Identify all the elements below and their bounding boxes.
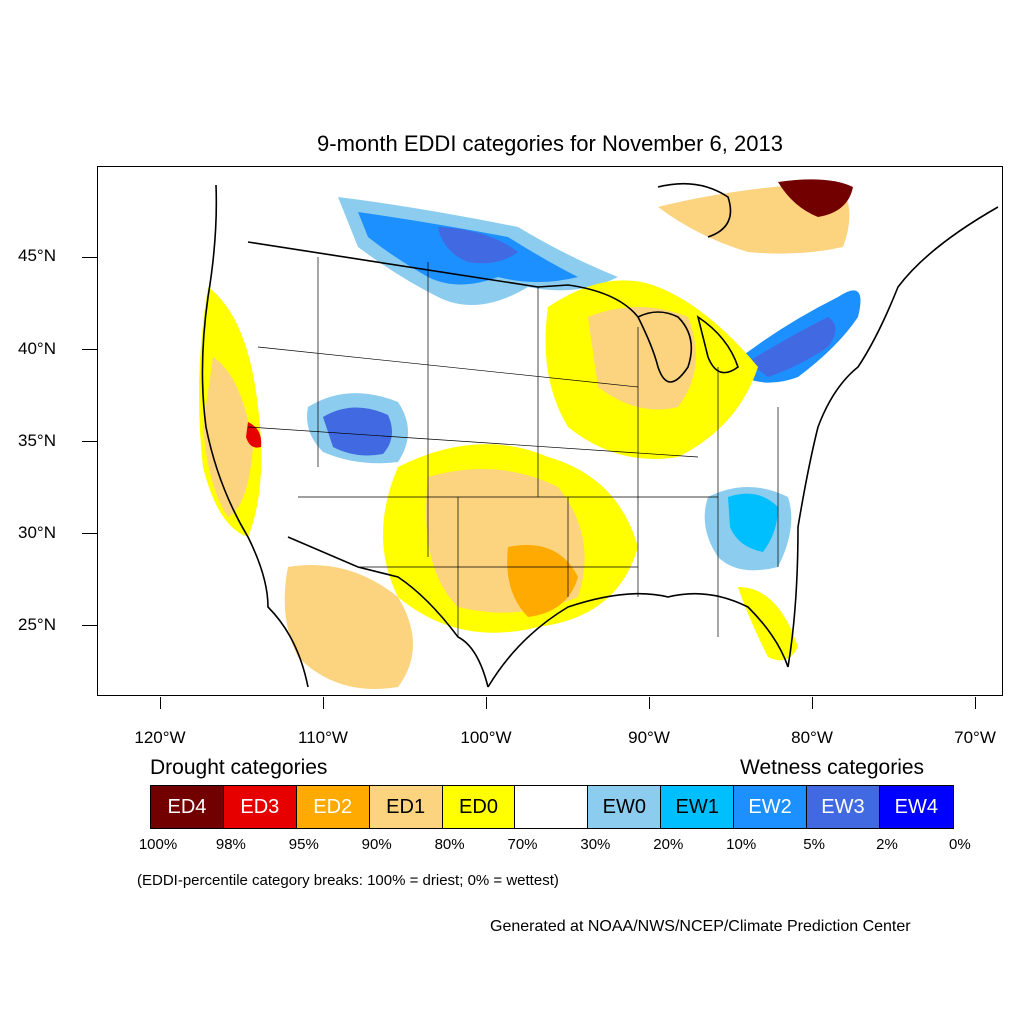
percentile-label: 80% — [434, 836, 465, 853]
lat-tick — [82, 349, 97, 350]
lat-tick — [82, 441, 97, 442]
drought-region-california — [203, 357, 253, 517]
credit-text: Generated at NOAA/NWS/NCEP/Climate Predi… — [490, 918, 911, 935]
legend-box-ed1: ED1 — [369, 786, 443, 828]
percentile-label: 0% — [949, 836, 971, 853]
lat-label-45: 45°N — [18, 246, 56, 265]
lon-label-90: 90°W — [628, 728, 670, 747]
drought-region-mexico — [284, 565, 413, 689]
lat-label-35: 35°N — [18, 431, 56, 450]
map-title: 9-month EDDI categories for November 6, … — [317, 131, 783, 156]
lon-tick — [649, 697, 650, 709]
lat-tick — [82, 257, 97, 258]
legend-box-ew3: EW3 — [807, 786, 880, 828]
lat-label-30: 30°N — [18, 523, 56, 542]
hudson-bay-edge — [657, 182, 732, 238]
state-borders — [247, 257, 779, 637]
canada-us-border — [247, 241, 639, 318]
drought-categories-heading: Drought categories — [150, 756, 328, 779]
east-coastline — [787, 206, 999, 668]
legend-box-ew4: EW4 — [879, 786, 953, 828]
legend-box-ew2: EW2 — [734, 786, 808, 828]
lon-label-80: 80°W — [791, 728, 833, 747]
lon-label-100: 100°W — [460, 728, 512, 747]
lon-tick — [486, 697, 487, 709]
lon-tick — [323, 697, 324, 709]
percentile-label: 30% — [580, 836, 611, 853]
percentile-label: 70% — [507, 836, 538, 853]
wetness-categories-heading: Wetness categories — [740, 756, 925, 779]
legend-box-ed4: ED4 — [151, 786, 224, 828]
lat-label-40: 40°N — [18, 339, 56, 358]
drought-region-texas-core — [507, 545, 578, 617]
category-note: (EDDI-percentile category breaks: 100% =… — [137, 872, 559, 889]
wet-region-southeast-core — [728, 493, 778, 552]
wet-region-northeast-core — [748, 317, 836, 377]
gulf-coastline — [487, 592, 789, 688]
percentile-label: 2% — [876, 836, 898, 853]
wet-region-north-dakota — [438, 227, 518, 264]
legend-box-ew0: EW0 — [588, 786, 662, 828]
lon-tick — [812, 697, 813, 709]
conus-domain — [198, 175, 872, 695]
west-coastline — [201, 184, 309, 688]
lat-tick — [82, 625, 97, 626]
percentile-label: 20% — [653, 836, 684, 853]
percentile-label: 95% — [288, 836, 319, 853]
category-legend: ED4 ED3 ED2 ED1 ED0 EW0 EW1 EW2 EW3 EW4 — [150, 785, 954, 829]
legend-box-normal — [515, 786, 589, 828]
percentile-label: 5% — [803, 836, 825, 853]
us-mexico-border — [287, 536, 489, 688]
percentile-label: 10% — [726, 836, 757, 853]
drought-region-california-core — [246, 422, 262, 448]
percentile-label: 100% — [138, 836, 178, 853]
great-lakes — [637, 311, 739, 383]
lat-tick — [82, 533, 97, 534]
legend-box-ew1: EW1 — [661, 786, 735, 828]
lat-label-25: 25°N — [18, 615, 56, 634]
lon-tick — [160, 697, 161, 709]
lon-label-120: 120°W — [134, 728, 186, 747]
eddi-map — [97, 166, 1003, 696]
lon-label-110: 110°W — [298, 728, 348, 747]
legend-box-ed2: ED2 — [296, 786, 370, 828]
lon-tick — [975, 697, 976, 709]
percentile-label: 98% — [215, 836, 246, 853]
drought-region-quebec-core — [778, 179, 853, 217]
percentile-label: 90% — [361, 836, 392, 853]
lon-label-70: 70°W — [954, 728, 996, 747]
drought-region-michigan — [588, 307, 696, 410]
drought-region-florida — [738, 587, 798, 661]
legend-box-ed0: ED0 — [442, 786, 516, 828]
wet-region-rockies-core — [323, 407, 392, 456]
legend-box-ed3: ED3 — [223, 786, 297, 828]
